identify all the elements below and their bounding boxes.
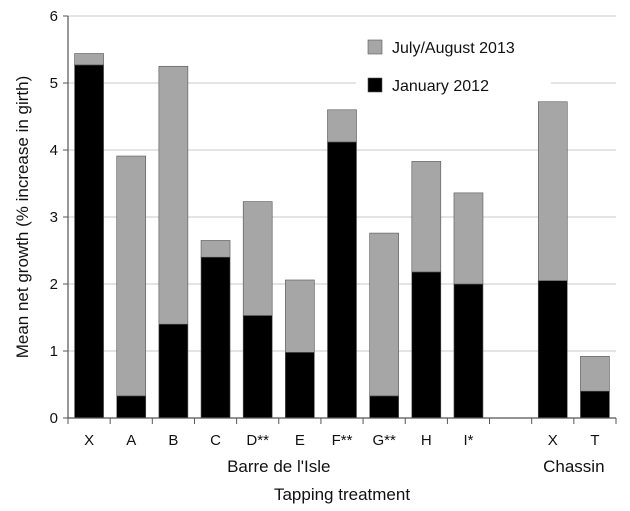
bar-segment-july-august-2013 bbox=[200, 240, 231, 258]
bar-segment-july-august-2013 bbox=[537, 101, 568, 281]
x-tick-label: A bbox=[126, 432, 136, 449]
legend-background bbox=[356, 28, 551, 98]
x-tick-label: X bbox=[548, 432, 558, 449]
bar-segment-january-2012 bbox=[580, 390, 610, 419]
legend-label: January 2012 bbox=[392, 78, 489, 95]
bar-segment-january-2012 bbox=[116, 395, 147, 419]
x-tick-label: C bbox=[210, 432, 221, 449]
x-tick-labels: X A B C D** E F** G** H I* X T bbox=[67, 418, 617, 449]
x-tick-label: G** bbox=[372, 432, 396, 449]
bar-segment-july-august-2013 bbox=[580, 356, 610, 392]
bar-segment-july-august-2013 bbox=[453, 192, 484, 285]
bar-segment-january-2012 bbox=[285, 352, 315, 419]
x-axis-title: Tapping treatment bbox=[274, 485, 410, 504]
x-tick-label: D** bbox=[246, 432, 269, 449]
bar-segment-july-august-2013 bbox=[158, 65, 189, 325]
x-tick-label: B bbox=[168, 432, 178, 449]
legend-swatch bbox=[367, 77, 383, 93]
x-tick-label: H bbox=[421, 432, 432, 449]
bar-segment-july-august-2013 bbox=[74, 53, 104, 66]
y-axis-title: Mean net growth (% increase in girth) bbox=[13, 76, 32, 359]
bar-segment-january-2012 bbox=[327, 141, 357, 419]
y-tick-label: 3 bbox=[50, 209, 58, 226]
bars bbox=[74, 53, 610, 419]
y-tick-label: 2 bbox=[50, 276, 58, 293]
bar-segment-january-2012 bbox=[537, 280, 568, 419]
bar-segment-january-2012 bbox=[369, 395, 399, 419]
group-label: Chassin bbox=[543, 457, 604, 476]
bar-segment-january-2012 bbox=[158, 323, 189, 419]
bar-segment-july-august-2013 bbox=[242, 201, 273, 316]
group-label: Barre de l'Isle bbox=[227, 457, 330, 476]
y-tick-labels: 0 1 2 3 4 5 6 bbox=[50, 8, 68, 427]
y-tick-label: 4 bbox=[50, 142, 58, 159]
y-tick-label: 6 bbox=[50, 8, 58, 25]
bar-segment-july-august-2013 bbox=[411, 161, 442, 273]
group-labels: Barre de l'Isle Chassin bbox=[227, 457, 604, 476]
y-tick-label: 0 bbox=[50, 410, 58, 427]
bar-segment-july-august-2013 bbox=[327, 109, 357, 143]
y-tick-label: 5 bbox=[50, 75, 58, 92]
x-tick-label: I* bbox=[463, 432, 473, 449]
x-tick-label: X bbox=[84, 432, 94, 449]
bar-segment-july-august-2013 bbox=[369, 232, 399, 397]
bar-segment-january-2012 bbox=[74, 64, 104, 419]
legend-label: July/August 2013 bbox=[392, 40, 515, 57]
bar-segment-january-2012 bbox=[453, 283, 484, 419]
bar-segment-july-august-2013 bbox=[285, 279, 315, 353]
x-tick-label: E bbox=[295, 432, 305, 449]
x-tick-label: F** bbox=[332, 432, 353, 449]
legend: July/August 2013 January 2012 bbox=[356, 28, 551, 98]
bar-segment-january-2012 bbox=[411, 271, 442, 419]
bar-segment-january-2012 bbox=[200, 256, 231, 419]
bar-segment-january-2012 bbox=[242, 315, 273, 419]
legend-swatch bbox=[367, 39, 383, 55]
bar-segment-july-august-2013 bbox=[116, 155, 147, 397]
x-tick-label: T bbox=[590, 432, 599, 449]
y-tick-label: 1 bbox=[50, 343, 58, 360]
